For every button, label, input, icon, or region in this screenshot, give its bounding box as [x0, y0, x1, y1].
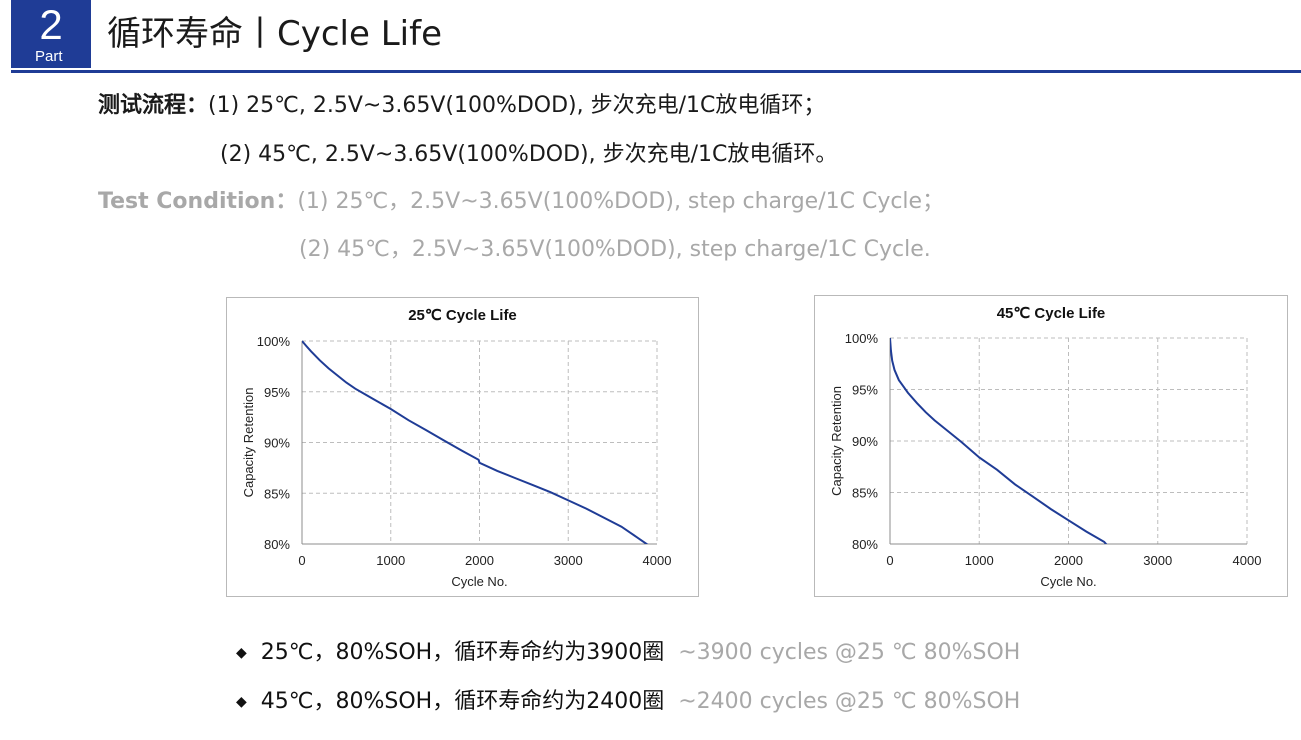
- x-tick-label: 3000: [554, 553, 583, 568]
- bullet-cn-25c: 25℃，80%SOH，循环寿命约为3900圈: [260, 640, 665, 665]
- part-badge: 2 Part: [11, 0, 91, 68]
- x-tick-label: 0: [886, 553, 893, 568]
- x-tick-label: 4000: [643, 553, 672, 568]
- bullet-en-45c: ~2400 cycles @25 ℃ 80%SOH: [678, 689, 1021, 714]
- y-tick-label: 95%: [264, 385, 290, 400]
- cn-condition-line-2: (2) 45℃, 2.5V~3.65V(100%DOD), 步次充电/1C放电循…: [220, 142, 838, 167]
- en-condition-label: Test Condition：: [98, 189, 298, 214]
- x-axis-label: Cycle No.: [451, 574, 507, 589]
- cn-condition-line-1: 测试流程：(1) 25℃, 2.5V~3.65V(100%DOD), 步次充电/…: [98, 92, 825, 120]
- series-line: [302, 340, 649, 544]
- en-condition-line-2: (2) 45℃，2.5V~3.65V(100%DOD), step charge…: [299, 237, 931, 262]
- x-axis-label: Cycle No.: [1040, 574, 1096, 589]
- y-tick-label: 85%: [264, 486, 290, 501]
- y-tick-label: 85%: [852, 486, 878, 501]
- chart-title: 45℃ Cycle Life: [997, 305, 1106, 322]
- chart-25c-svg: 25℃ Cycle Life 80% 85% 90% 95% 100% 0 1000 2000 3…: [241, 307, 672, 589]
- y-tick-label: 90%: [852, 434, 878, 449]
- cn-condition-text-1: (1) 25℃, 2.5V~3.65V(100%DOD), 步次充电/1C放电循…: [208, 93, 826, 118]
- x-tick-label: 0: [298, 553, 305, 568]
- part-label: Part: [35, 48, 63, 65]
- x-tick-label: 1000: [965, 553, 994, 568]
- bullet-diamond-icon: ◆: [236, 645, 247, 661]
- y-tick-label: 100%: [845, 331, 879, 346]
- y-tick-label: 80%: [852, 537, 878, 552]
- en-condition-text-1: (1) 25℃，2.5V~3.65V(100%DOD), step charge…: [297, 189, 945, 214]
- x-tick-label: 3000: [1143, 553, 1172, 568]
- chart-45c-svg: 45℃ Cycle Life 80% 85% 90% 95% 100% 0 1000 2000 3…: [829, 305, 1262, 589]
- x-tick-label: 2000: [465, 553, 494, 568]
- chart-45c: 45℃ Cycle Life 80% 85% 90% 95% 100% 0 1000 2000 3…: [814, 295, 1288, 597]
- bullet-item-45c: ◆ 45℃，80%SOH，循环寿命约为2400圈 ~2400 cycles @25 …: [236, 687, 1020, 717]
- x-tick-label: 2000: [1054, 553, 1083, 568]
- cn-condition-label: 测试流程：: [98, 93, 209, 118]
- bullet-diamond-icon: ◆: [236, 694, 247, 710]
- chart-title: 25℃ Cycle Life: [408, 307, 517, 324]
- page-title: 循环寿命丨Cycle Life: [107, 14, 443, 54]
- header-divider: [11, 70, 1301, 73]
- x-tick-label: 1000: [376, 553, 405, 568]
- series-line: [890, 337, 1108, 544]
- bullet-cn-45c: 45℃，80%SOH，循环寿命约为2400圈: [260, 689, 665, 714]
- part-number: 2: [39, 1, 63, 48]
- bullet-en-25c: ~3900 cycles @25 ℃ 80%SOH: [678, 640, 1021, 665]
- y-tick-label: 90%: [264, 436, 290, 451]
- x-tick-label: 4000: [1233, 553, 1262, 568]
- chart-25c: 25℃ Cycle Life 80% 85% 90% 95% 100% 0 1000 2000 3…: [226, 297, 699, 597]
- y-tick-label: 100%: [257, 334, 291, 349]
- y-axis-label: Capacity Retention: [829, 386, 844, 496]
- bullet-item-25c: ◆ 25℃，80%SOH，循环寿命约为3900圈 ~3900 cycles @25 …: [236, 638, 1020, 668]
- y-tick-label: 80%: [264, 537, 290, 552]
- y-axis-label: Capacity Retention: [241, 388, 256, 498]
- en-condition-line-1: Test Condition：(1) 25℃，2.5V~3.65V(100%DO…: [98, 188, 944, 216]
- y-tick-label: 95%: [852, 383, 878, 398]
